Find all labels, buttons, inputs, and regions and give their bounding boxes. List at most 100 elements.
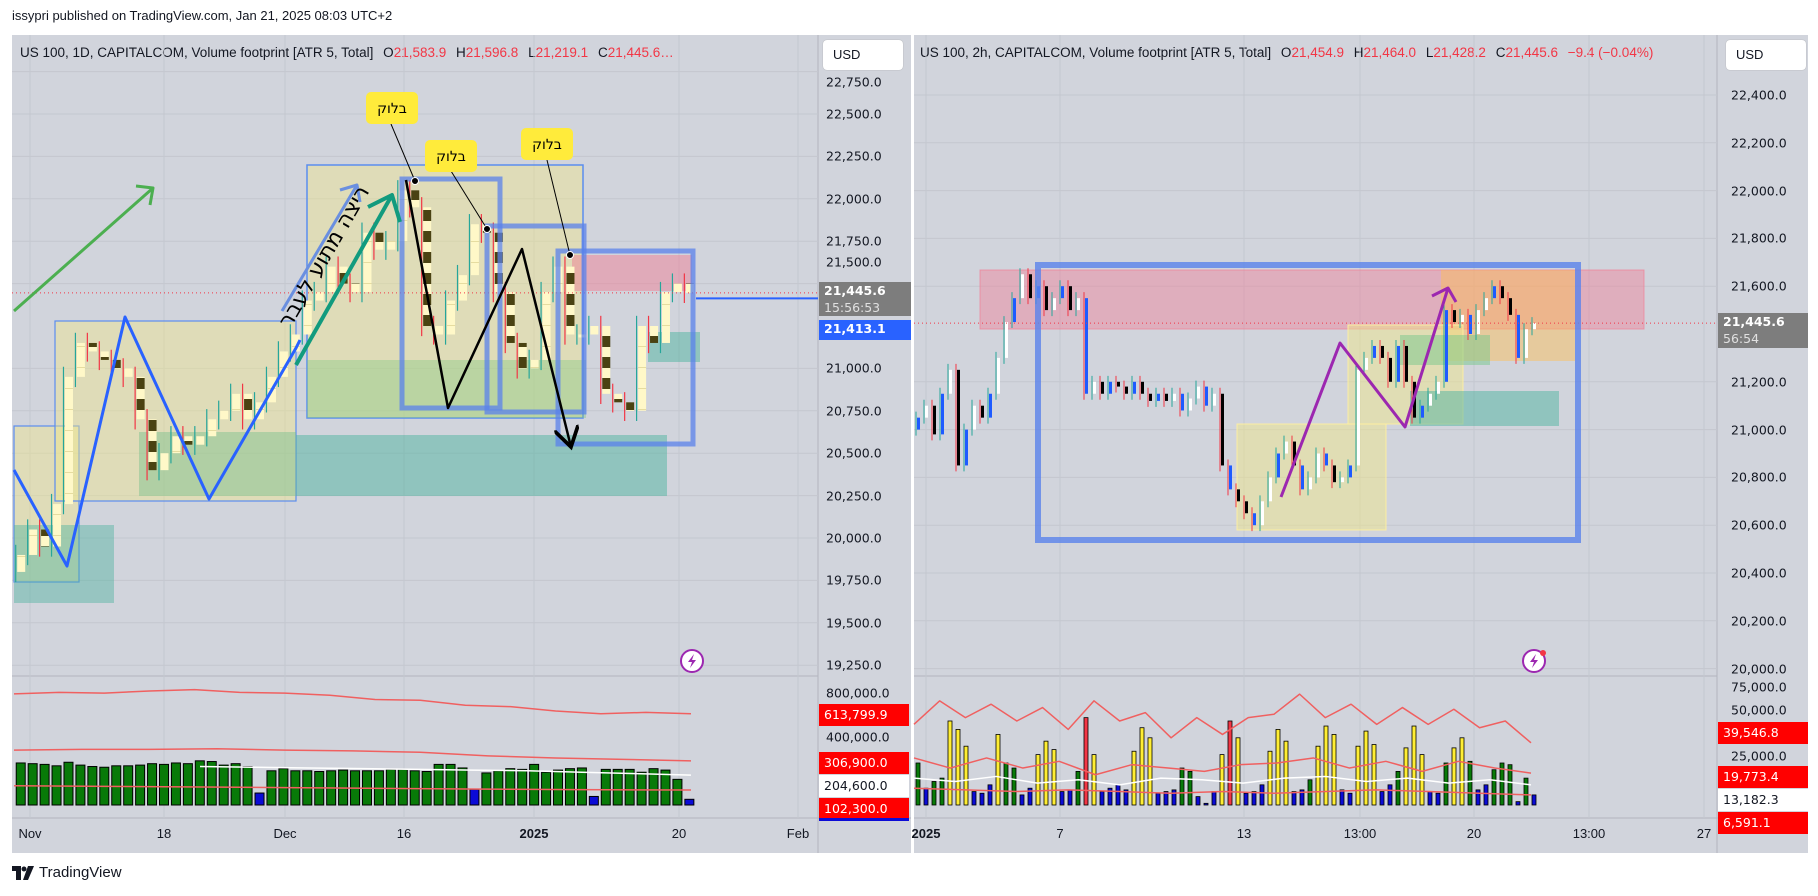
footprint-candle — [1061, 286, 1064, 299]
volume-bar — [564, 768, 575, 806]
tradingview-logo[interactable]: TradingView — [12, 864, 122, 881]
footprint-candle — [1077, 298, 1080, 311]
footprint-candle — [64, 376, 73, 505]
volume-value-label: 6,591.1 — [1718, 812, 1808, 834]
footprint-candle — [661, 292, 670, 343]
footprint-candle — [1253, 513, 1256, 526]
callout-box — [425, 140, 477, 172]
volume-bar — [947, 720, 953, 806]
footprint-candle — [1141, 381, 1144, 394]
volume-bar — [979, 792, 985, 806]
high-value: 21,596.8 — [465, 45, 519, 60]
footprint-candle — [160, 453, 169, 471]
volume-value-label: 13,182.3 — [1718, 789, 1808, 811]
price-tick-label: 21,800.0 — [1731, 230, 1787, 246]
price-tick-label: 19,250.0 — [826, 657, 882, 673]
footprint-candle — [1157, 393, 1160, 401]
footprint-candle — [1501, 286, 1504, 299]
footprint-candle — [1237, 489, 1240, 502]
footprint-candle — [291, 334, 300, 352]
volume-bar — [1003, 762, 1009, 806]
volume-bar — [1075, 771, 1081, 806]
footprint-candle — [1285, 441, 1288, 454]
footprint-candle — [650, 326, 659, 343]
footprint-candle — [1437, 381, 1440, 394]
footprint-candle — [1301, 465, 1304, 490]
volume-band-upper — [13, 688, 692, 715]
price-tick-label: 22,000.0 — [1731, 183, 1787, 199]
footprint-candle — [1045, 286, 1048, 311]
footprint-candle — [925, 405, 928, 418]
volume-bar — [1195, 796, 1201, 806]
footprint-candle — [1093, 381, 1096, 394]
time-axis-label: 2025 — [519, 826, 549, 841]
arrow-head-icon — [1431, 286, 1458, 303]
footprint-candle — [29, 529, 38, 555]
footprint-candle — [447, 300, 456, 335]
volume-bar — [159, 763, 169, 806]
footprint-candle — [1357, 369, 1360, 466]
footprint-candle — [1445, 310, 1448, 382]
volume-bar — [1507, 764, 1513, 806]
footprint-candle — [327, 266, 336, 293]
volume-bar — [230, 763, 241, 806]
volume-bar — [624, 768, 635, 806]
line-price-label: 21,413.1 — [819, 320, 911, 340]
footprint-candle — [566, 266, 575, 335]
price-tick-label: 20,000.0 — [826, 530, 882, 546]
volume-average-line — [199, 765, 692, 776]
volume-bar — [1299, 789, 1305, 806]
footprint-candle — [244, 393, 253, 420]
footprint-candle — [53, 504, 62, 547]
volume-bar — [1203, 802, 1209, 806]
volume-bar — [1291, 791, 1297, 806]
volume-bar — [576, 767, 587, 806]
footprint-candle — [1261, 501, 1264, 526]
footprint-candle — [148, 419, 157, 471]
volume-bar — [1227, 720, 1233, 806]
footprint-candle — [1221, 393, 1224, 466]
price-tick-label: 20,000.0 — [1731, 661, 1787, 677]
time-axis-label: 20 — [671, 826, 687, 841]
time-axis-label: 20 — [1466, 826, 1482, 841]
volume-bar — [1019, 794, 1025, 806]
price-tick-label: 21,750.0 — [826, 233, 882, 249]
volume-tick-label: 75,000.0 — [1731, 679, 1787, 695]
close-label: C — [1495, 45, 1506, 60]
volume-bar — [1123, 789, 1129, 806]
volume-bar — [1179, 767, 1185, 806]
volume-bar — [971, 791, 977, 806]
volume-marker — [819, 818, 909, 821]
volume-bar — [135, 764, 146, 806]
last-price-label: 21,445.6 — [1718, 313, 1808, 331]
footprint-candle — [1509, 298, 1512, 315]
volume-bar — [1027, 787, 1033, 806]
volume-bar — [1259, 784, 1265, 806]
footprint-candle — [1149, 393, 1152, 401]
price-tick-label: 22,200.0 — [1731, 135, 1787, 151]
callout-label-block: בלוק — [377, 101, 407, 117]
footprint-candle — [232, 393, 241, 411]
callout-label-block: בלוק — [532, 137, 562, 153]
volume-bar — [600, 768, 611, 806]
price-tick-label: 20,250.0 — [826, 488, 882, 504]
volume-bar — [1403, 747, 1409, 806]
volume-bar — [529, 763, 540, 806]
footprint-candle — [1269, 477, 1272, 502]
footprint-candle — [1021, 274, 1024, 299]
volume-bar — [1275, 729, 1281, 806]
footprint-candle — [1461, 314, 1464, 323]
volume-bar — [1131, 750, 1137, 806]
volume-bar — [541, 771, 552, 806]
volume-bar — [1067, 789, 1073, 806]
volume-bar — [170, 762, 181, 806]
currency-button[interactable]: USD — [823, 40, 903, 70]
volume-bar — [1211, 791, 1217, 806]
time-axis-label: 27 — [1696, 826, 1712, 841]
symbol-title[interactable]: US 100, 2h, CAPITALCOM, Volume footprint… — [920, 45, 1272, 60]
currency-button[interactable]: USD — [1726, 40, 1806, 70]
tradingview-logo-icon — [12, 865, 34, 880]
bar-countdown-label: 56:54 — [1718, 330, 1808, 348]
zone-rectangle — [1410, 391, 1559, 426]
